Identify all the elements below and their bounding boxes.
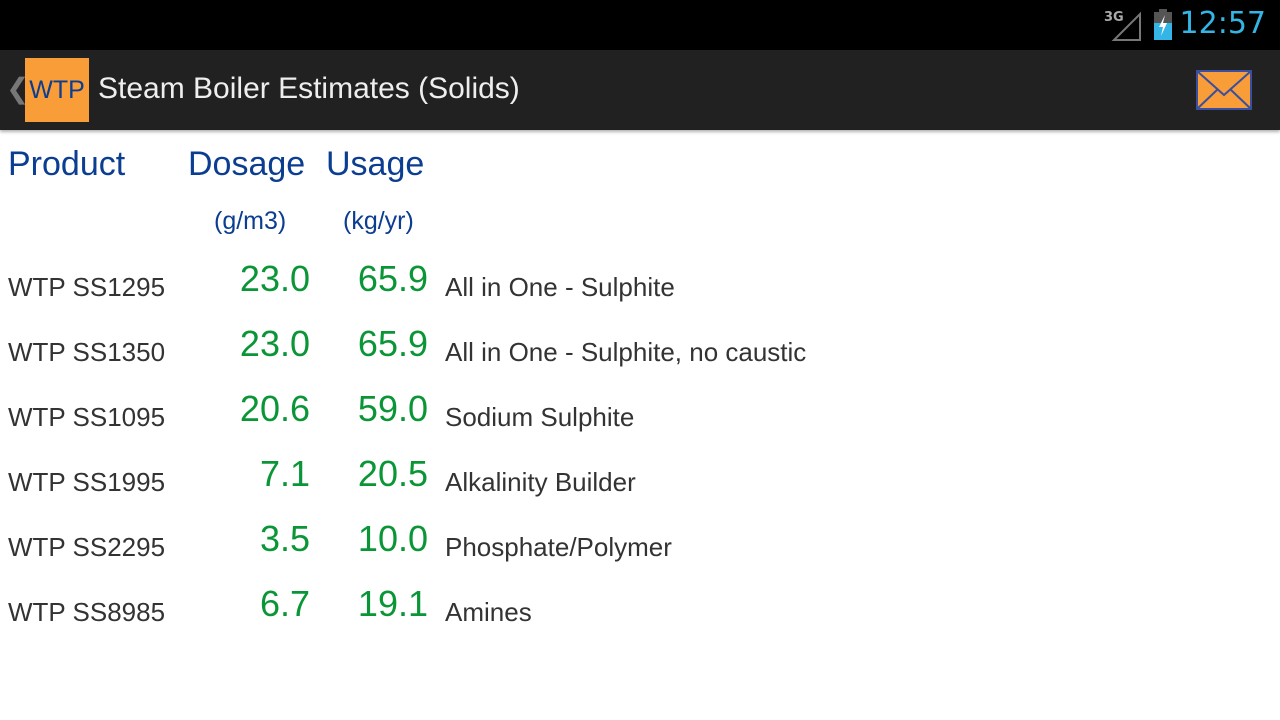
usage-value: 59.0 bbox=[357, 388, 428, 429]
battery-charging-icon bbox=[1154, 9, 1172, 40]
page-title: Steam Boiler Estimates (Solids) bbox=[98, 72, 520, 105]
product-name: WTP SS1295 bbox=[8, 272, 166, 302]
usage-value: 19.1 bbox=[357, 583, 428, 624]
table-row: WTP SS8985 6.7 19.1 Amines bbox=[0, 581, 1280, 641]
table-row: WTP SS1995 7.1 20.5 Alkalinity Builder bbox=[0, 451, 1280, 511]
product-description: All in One - Sulphite, no caustic bbox=[445, 337, 807, 367]
dosage-value: 7.1 bbox=[259, 453, 310, 494]
usage-value: 65.9 bbox=[357, 258, 428, 299]
product-description: Amines bbox=[445, 597, 532, 627]
dosage-value: 23.0 bbox=[239, 258, 310, 299]
unit-dosage: (g/m3) bbox=[214, 207, 287, 235]
product-name: WTP SS1350 bbox=[8, 337, 166, 367]
product-name: WTP SS8985 bbox=[8, 597, 166, 627]
envelope-icon[interactable] bbox=[1196, 70, 1252, 110]
product-description: Alkalinity Builder bbox=[445, 467, 636, 497]
product-name: WTP SS1095 bbox=[8, 402, 166, 432]
header-usage: Usage bbox=[326, 145, 425, 183]
product-description: All in One - Sulphite bbox=[445, 272, 675, 302]
chevron-left-icon[interactable]: ❮ bbox=[6, 72, 30, 105]
app-logo[interactable]: WTP bbox=[25, 58, 89, 122]
usage-value: 65.9 bbox=[357, 323, 428, 364]
unit-usage: (kg/yr) bbox=[343, 207, 414, 235]
dosage-value: 3.5 bbox=[259, 518, 310, 559]
signal-icon: 3G bbox=[1104, 10, 1141, 41]
product-description: Sodium Sulphite bbox=[445, 402, 635, 432]
clock: 12:57 bbox=[1179, 6, 1266, 41]
table-row: WTP SS1350 23.0 65.9 All in One - Sulphi… bbox=[0, 321, 1280, 381]
header-dosage: Dosage bbox=[188, 145, 306, 183]
dosage-value: 20.6 bbox=[239, 388, 310, 429]
product-name: WTP SS1995 bbox=[8, 467, 166, 497]
status-bar: 3G 12:57 bbox=[0, 0, 1280, 50]
table-row: WTP SS1095 20.6 59.0 Sodium Sulphite bbox=[0, 386, 1280, 446]
usage-value: 20.5 bbox=[357, 453, 428, 494]
action-bar: ❮ WTP Steam Boiler Estimates (Solids) bbox=[0, 50, 1280, 130]
table-row: WTP SS2295 3.5 10.0 Phosphate/Polymer bbox=[0, 516, 1280, 576]
product-description: Phosphate/Polymer bbox=[445, 532, 672, 562]
header-product: Product bbox=[8, 145, 126, 183]
dosage-value: 6.7 bbox=[259, 583, 310, 624]
usage-value: 10.0 bbox=[357, 518, 428, 559]
table-row: WTP SS1295 23.0 65.9 All in One - Sulphi… bbox=[0, 256, 1280, 316]
dosage-value: 23.0 bbox=[239, 323, 310, 364]
product-name: WTP SS2295 bbox=[8, 532, 166, 562]
network-type: 3G bbox=[1104, 10, 1124, 25]
